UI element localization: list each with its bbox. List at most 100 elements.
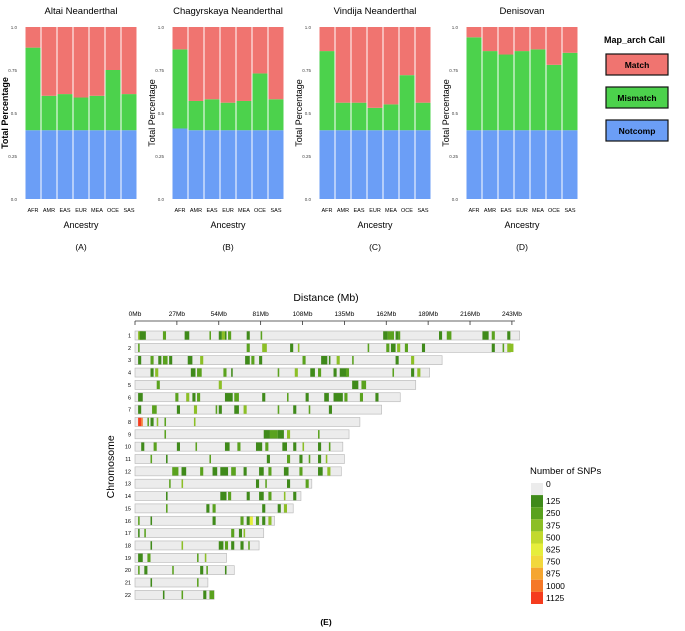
- chromosome-bar: [134, 466, 342, 477]
- snp-segment: [293, 442, 297, 451]
- bar-mea-match: [236, 27, 252, 101]
- snp-segment: [181, 467, 187, 476]
- snp-segment: [305, 393, 309, 402]
- snp-segment: [138, 553, 143, 562]
- bar-sas-notcomp: [121, 130, 137, 199]
- chromosome-label: 21: [125, 581, 131, 587]
- snp-legend-swatch: [531, 507, 543, 520]
- snp-segment: [164, 417, 167, 427]
- bar-eas-match: [204, 27, 220, 100]
- snp-segment: [255, 442, 263, 451]
- bar-eur-notcomp: [220, 130, 236, 199]
- snp-legend-swatch: [531, 519, 543, 532]
- snp-segment: [344, 393, 348, 402]
- y-tick-label: 1.0: [11, 25, 18, 30]
- snp-segment: [297, 343, 300, 353]
- snp-segment: [491, 331, 495, 340]
- chromosome-row-20: 20: [125, 565, 235, 575]
- chromosome-row-18: 18: [125, 540, 260, 551]
- snp-segment: [147, 417, 149, 427]
- bar-sas-mismatch: [415, 102, 431, 131]
- bar-afr-match: [319, 27, 335, 52]
- chromosome-row-1: 1: [128, 330, 520, 341]
- snp-segment: [268, 516, 272, 525]
- chromosome-bar: [134, 343, 511, 353]
- snp-count-legend: Number of SNPs 0 125 250 375 500 625 750 875 1000…: [530, 466, 602, 604]
- snp-segment: [238, 528, 243, 538]
- bar-oce-match: [546, 27, 562, 65]
- bar-amr-mismatch: [482, 51, 498, 131]
- snp-segment: [283, 491, 286, 501]
- snp-segment: [234, 393, 239, 402]
- chromosome-label: 4: [128, 371, 131, 377]
- snp-segment: [375, 393, 379, 402]
- chromosome-row-11: 11: [125, 454, 345, 464]
- chromosome-label: 6: [128, 395, 131, 401]
- snp-segment: [367, 343, 370, 353]
- bar-eas-match: [498, 27, 514, 55]
- snp-segment: [240, 516, 244, 525]
- snp-legend-label: 1125: [546, 593, 565, 603]
- snp-segment: [224, 331, 227, 340]
- snp-segment: [162, 590, 165, 600]
- snp-segment: [192, 393, 196, 402]
- panel-title: Altai Neanderthal: [45, 6, 118, 17]
- x-tick-label: EAS: [206, 208, 217, 214]
- snp-segment: [339, 368, 348, 377]
- snp-segment: [439, 331, 443, 340]
- snp-segment: [255, 516, 260, 525]
- snp-segment: [251, 356, 255, 365]
- bar-eas-match: [351, 27, 367, 103]
- snp-segment: [150, 454, 153, 464]
- x-tick-label: OCE: [107, 208, 119, 214]
- snp-segment: [169, 356, 173, 365]
- bar-oce-notcomp: [546, 130, 562, 199]
- chromosome-bar: [134, 429, 350, 440]
- distance-tick-label: 108Mb: [293, 311, 313, 318]
- bar-eas-notcomp: [498, 130, 514, 199]
- snp-segment: [223, 368, 227, 377]
- panel-0: Altai Neanderthal AFR AMR EAS EUR MEA OCE SAS 0.…: [0, 6, 137, 252]
- bar-oce-notcomp: [105, 130, 121, 199]
- snp-segment: [220, 491, 227, 501]
- x-tick-label: AFR: [322, 208, 333, 214]
- snp-segment: [231, 528, 235, 538]
- snp-legend-label: 625: [546, 545, 560, 555]
- y-tick-label: 0.25: [449, 154, 458, 159]
- snp-segment: [243, 528, 246, 538]
- y-tick-label: 0.25: [155, 154, 164, 159]
- snp-segment: [290, 343, 294, 353]
- bar-mea-notcomp: [236, 130, 252, 199]
- snp-segment: [246, 516, 250, 525]
- bar-amr-match: [482, 27, 498, 52]
- bar-eur-mismatch: [514, 51, 530, 131]
- chromosome-snp-ideogram: Distance (Mb)0Mb 27Mb 54Mb 81Mb 108Mb 135Mb 16…: [105, 292, 522, 627]
- distance-tick-label: 216Mb: [460, 311, 480, 318]
- chromosome-label: 8: [128, 420, 131, 426]
- bar-amr-notcomp: [482, 130, 498, 199]
- legend-label-match: Match: [625, 60, 650, 70]
- snp-segment: [308, 454, 311, 464]
- x-tick-label: AMR: [190, 208, 202, 214]
- snp-segment: [212, 467, 218, 476]
- chromosome-bar: [134, 565, 235, 575]
- snp-segment: [181, 590, 184, 600]
- snp-segment: [164, 430, 167, 439]
- chromosome-bar: [134, 540, 260, 551]
- distance-tick-label: 54Mb: [211, 311, 228, 318]
- snp-segment: [166, 454, 168, 464]
- snp-segment: [318, 368, 322, 377]
- y-tick-label: 0.25: [302, 154, 311, 159]
- snp-segment: [218, 331, 222, 340]
- bar-eur-mismatch: [220, 102, 236, 131]
- snp-segment: [263, 430, 270, 439]
- bar-afr-match: [172, 27, 188, 50]
- snp-segment: [172, 467, 179, 476]
- legend-swatch-match: [605, 53, 669, 76]
- chromosome-label: 17: [125, 531, 131, 537]
- chromosome-label: 1: [128, 334, 131, 340]
- snp-segment: [268, 491, 272, 501]
- snp-segment: [138, 528, 140, 538]
- bar-sas-mismatch: [268, 99, 284, 131]
- snp-segment: [138, 405, 142, 414]
